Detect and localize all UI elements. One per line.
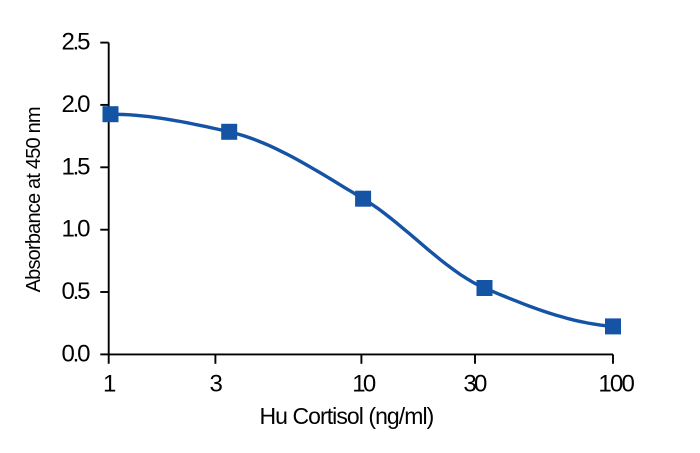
svg-text:100: 100	[598, 371, 635, 398]
svg-text:1.0: 1.0	[62, 216, 91, 243]
svg-text:3: 3	[210, 371, 223, 398]
svg-text:1: 1	[103, 371, 116, 398]
svg-text:0.5: 0.5	[62, 278, 91, 305]
svg-text:2.0: 2.0	[62, 91, 91, 118]
svg-text:0.0: 0.0	[62, 340, 91, 367]
svg-text:10: 10	[352, 371, 376, 398]
svg-text:1.5: 1.5	[62, 153, 91, 180]
svg-text:Hu Cortisol (ng/ml): Hu Cortisol (ng/ml)	[260, 403, 435, 429]
svg-text:Absorbance at 450 nm: Absorbance at 450 nm	[23, 106, 45, 292]
svg-text:2.5: 2.5	[62, 29, 91, 56]
svg-text:30: 30	[463, 371, 487, 398]
